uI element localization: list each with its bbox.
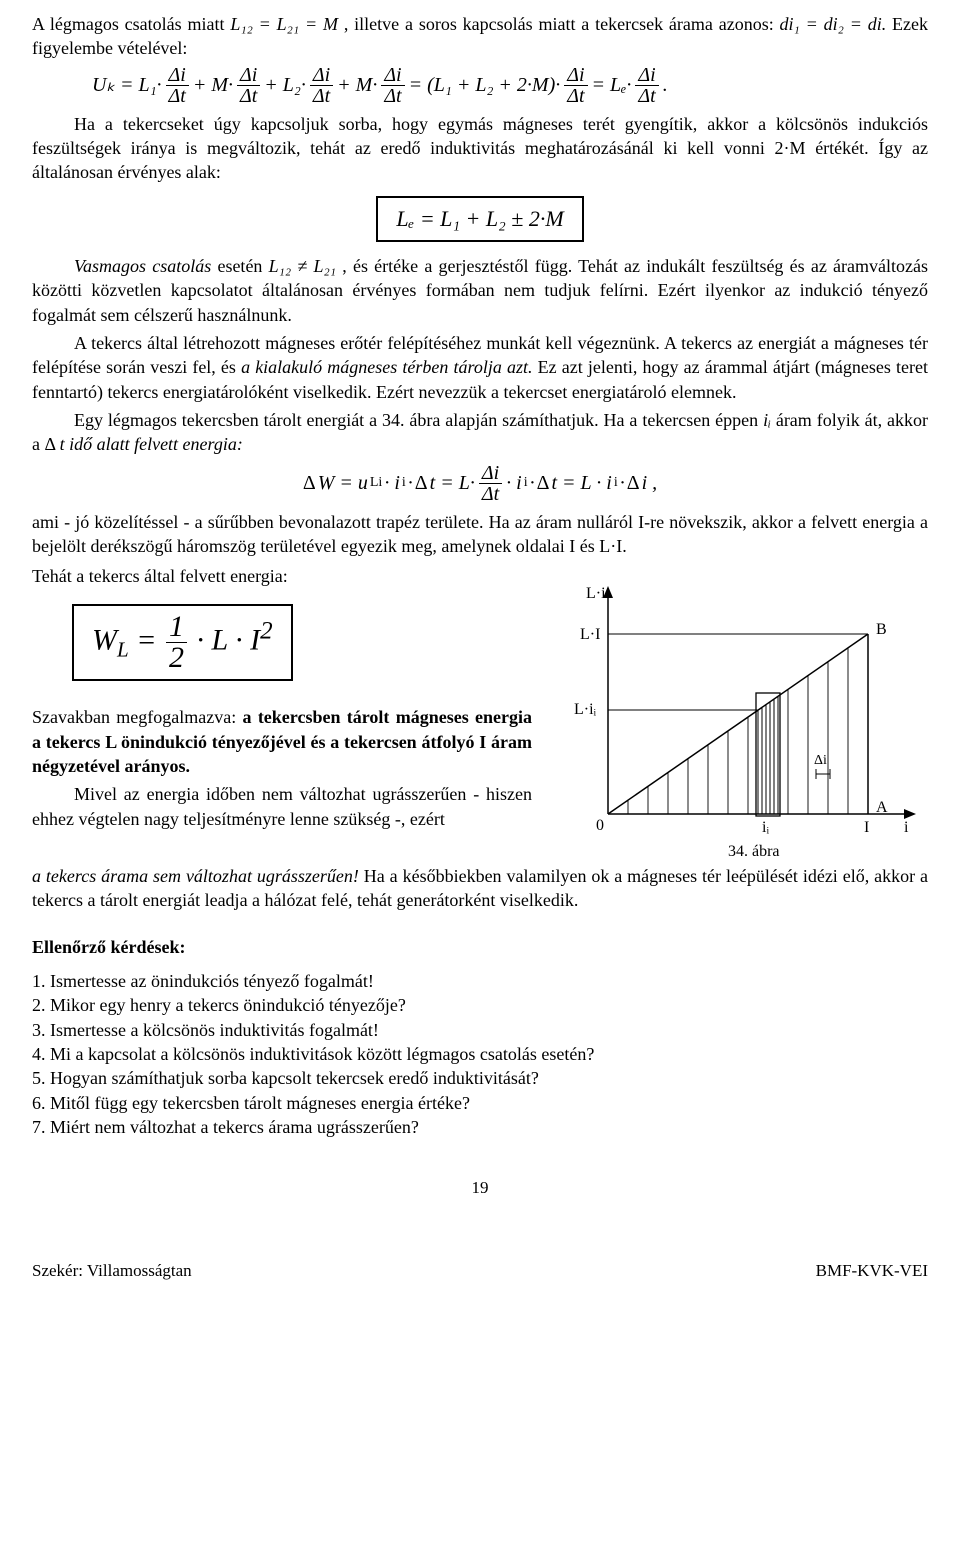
frac-3: ΔiΔt xyxy=(310,65,333,106)
fig-x-ii: iᵢ xyxy=(762,819,769,836)
eq1-m3: + M· xyxy=(337,72,377,99)
p1-math2: di₁ = di₂ = di. xyxy=(780,14,887,34)
p7-b: Mivel az energia időben nem változhat ug… xyxy=(32,784,532,828)
page-footer: Szekér: Villamosságtan BMF-KVK-VEI xyxy=(32,1260,928,1283)
fig-x-end: i xyxy=(904,819,909,836)
frac-1: ΔiΔt xyxy=(166,65,189,106)
p3-math: L₁₂ ≠ L₂₁ xyxy=(269,256,336,276)
eq1-m5: = Lₑ· xyxy=(592,72,632,99)
energy-equation: WL = 12 · L · I2 xyxy=(32,598,532,687)
question-item: Mi a kapcsolat a kölcsönös induktivitáso… xyxy=(50,1042,928,1066)
boxed-equation: Lₑ = L₁ + L₂ ± 2·M xyxy=(376,196,583,242)
question-item: Hogyan számíthatjuk sorba kapcsolt teker… xyxy=(50,1066,928,1090)
question-item: Ismertesse az önindukciós tényező fogalm… xyxy=(50,969,928,993)
p7-tail: a tekercs árama sem változhat ugrásszerű… xyxy=(32,864,928,913)
fig-y-Lii: L·iᵢ xyxy=(574,701,597,718)
equation-dw: ΔW = uLi · ii · Δt = L· ΔiΔt · ii · Δt =… xyxy=(32,463,928,504)
p4: A tekercs által létrehozott mágneses erő… xyxy=(32,331,928,404)
p7-cont: Mivel az energia időben nem változhat ug… xyxy=(32,782,532,831)
fig-x-I: I xyxy=(864,819,869,836)
p2: Ha a tekercseket úgy kapcsoljuk sorba, h… xyxy=(32,112,928,185)
question-item: Miért nem változhat a tekercs árama ugrá… xyxy=(50,1115,928,1139)
p5: Egy légmagos tekercsben tárolt energiát … xyxy=(32,408,928,457)
fig-origin: 0 xyxy=(596,817,604,834)
frac-6: ΔiΔt xyxy=(635,65,658,106)
fig-caption: 34. ábra xyxy=(728,843,780,860)
p6b: Tehát a tekercs által felvett energia: xyxy=(32,564,532,588)
p1-math: L₁₂ = L₂₁ = M xyxy=(230,14,338,34)
p4-it: a kialakuló mágneses térben tárolja azt. xyxy=(241,357,532,377)
frac-5: ΔiΔt xyxy=(564,65,587,106)
eq1-end: . xyxy=(663,72,668,99)
frac-4: ΔiΔt xyxy=(381,65,404,106)
question-item: Mikor egy henry a tekercs önindukció tén… xyxy=(50,993,928,1017)
intro-paragraph: A légmagos csatolás miatt L₁₂ = L₂₁ = M … xyxy=(32,12,928,61)
fig-A: A xyxy=(876,799,888,816)
two-column-region: Tehát a tekercs által felvett energia: W… xyxy=(32,564,928,864)
p5-it: t idő alatt felvett energia: xyxy=(60,434,243,454)
fig-B: B xyxy=(876,621,887,638)
page-number: 19 xyxy=(32,1177,928,1200)
footer-right: BMF-KVK-VEI xyxy=(816,1260,928,1283)
p1-a: A légmagos csatolás miatt xyxy=(32,14,230,34)
question-list: Ismertesse az önindukciós tényező fogalm… xyxy=(50,969,928,1139)
eq1-m2: + L₂· xyxy=(264,72,306,99)
equation-uk: Uₖ = L₁· ΔiΔt + M· ΔiΔt + L₂· ΔiΔt + M· … xyxy=(32,65,928,106)
figure-34: L·i L·I L·iᵢ 0 iᵢ I i A B Δi 34. ábra xyxy=(548,564,928,864)
frac-2: ΔiΔt xyxy=(237,65,260,106)
p5-math: iᵢ xyxy=(763,410,771,430)
p3-b: esetén xyxy=(217,256,268,276)
p3-a: Vasmagos csatolás xyxy=(74,256,211,276)
fig-y-LI: L·I xyxy=(580,626,600,643)
p7-it: a tekercs árama sem változhat ugrásszerű… xyxy=(32,866,359,886)
p1-b: , illetve a soros kapcsolás miatt a teke… xyxy=(344,14,780,34)
p7-a: Szavakban megfogalmazva: xyxy=(32,707,243,727)
question-item: Ismertesse a kölcsönös induktivitás foga… xyxy=(50,1018,928,1042)
footer-left: Szekér: Villamosságtan xyxy=(32,1260,192,1283)
section-heading: Ellenőrző kérdések: xyxy=(32,935,928,959)
p5-a: Egy légmagos tekercsben tárolt energiát … xyxy=(74,410,763,430)
fig-delta-i: Δi xyxy=(814,753,827,768)
figure-svg: L·i L·I L·iᵢ 0 iᵢ I i A B Δi 34. ábra xyxy=(548,564,928,864)
fig-y-axis-label: L·i xyxy=(586,585,606,602)
p6: ami - jó közelítéssel - a sűrűbben bevon… xyxy=(32,510,928,559)
p3: Vasmagos csatolás esetén L₁₂ ≠ L₂₁ , és … xyxy=(32,254,928,327)
frac-dw: ΔiΔt xyxy=(479,463,502,504)
p7: Szavakban megfogalmazva: a tekercsben tá… xyxy=(32,705,532,778)
question-item: Mitől függ egy tekercsben tárolt mágnese… xyxy=(50,1091,928,1115)
eq1-m1: + M· xyxy=(193,72,233,99)
eq1-m4: = (L₁ + L₂ + 2·M)· xyxy=(409,72,561,99)
eq1-lead: Uₖ = L₁· xyxy=(92,72,162,99)
boxed-equation-wrapper: Lₑ = L₁ + L₂ ± 2·M xyxy=(32,190,928,248)
